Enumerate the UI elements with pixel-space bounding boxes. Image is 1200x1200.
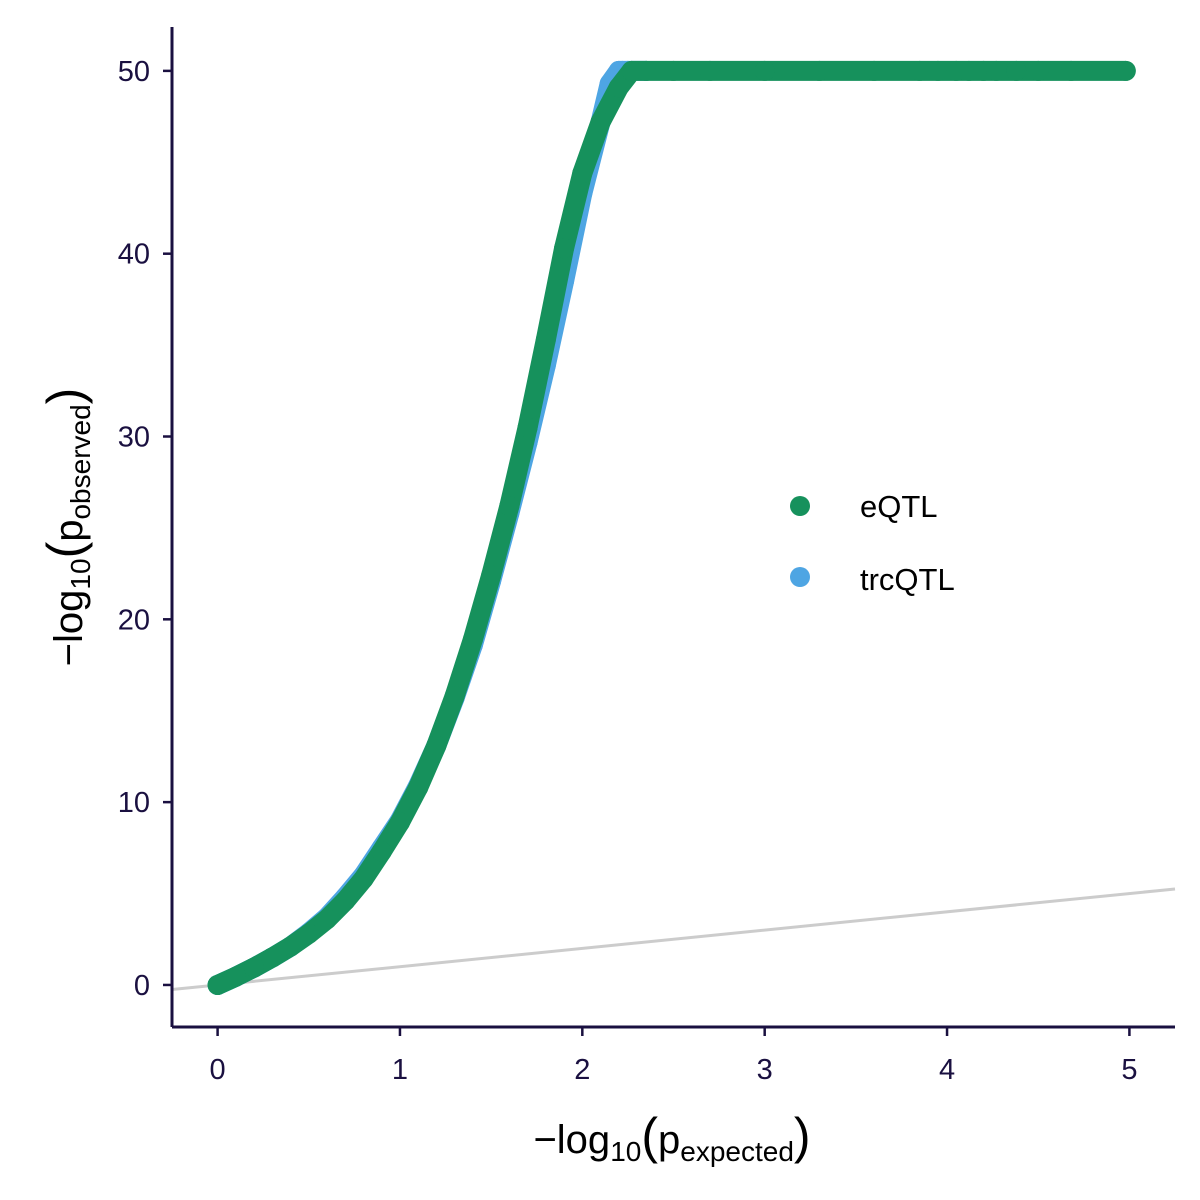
x-ticks: 0 1 2 3 4 5 xyxy=(210,1027,1137,1086)
series-eqtl xyxy=(207,60,1136,995)
series-eqtl-point xyxy=(1006,60,1027,81)
x-tick-label: 1 xyxy=(392,1054,408,1086)
series-eqtl-point xyxy=(864,60,885,81)
series-eqtl-point xyxy=(280,936,301,957)
legend-swatch-eqtl xyxy=(790,496,810,516)
x-tick-label: 4 xyxy=(939,1054,955,1086)
series-eqtl-point xyxy=(389,812,410,833)
series-eqtl-point xyxy=(499,495,520,516)
y-tick-label: 0 xyxy=(134,970,150,1002)
series-eqtl-point xyxy=(317,909,338,930)
series-layer xyxy=(207,60,1136,995)
series-eqtl-point xyxy=(207,974,228,995)
series-eqtl-point xyxy=(535,329,556,350)
series-eqtl-point xyxy=(909,60,930,81)
y-axis-title: −log10(pobserved) xyxy=(37,388,96,667)
y-tick-label: 20 xyxy=(118,604,150,636)
x-tick-label: 3 xyxy=(757,1054,773,1086)
series-eqtl-point xyxy=(408,777,429,798)
series-eqtl-point xyxy=(986,60,1007,81)
series-eqtl-point xyxy=(353,868,374,889)
reference-line xyxy=(171,887,1176,992)
series-eqtl-point xyxy=(335,890,356,911)
series-eqtl-band xyxy=(207,60,1136,995)
x-axis-title: −log10(pexpected) xyxy=(533,1108,810,1167)
x-tick-label: 0 xyxy=(210,1054,226,1086)
series-eqtl-point xyxy=(444,686,465,707)
series-eqtl-point xyxy=(1061,60,1082,81)
series-trcqtl xyxy=(207,60,657,995)
x-tick-label: 5 xyxy=(1121,1054,1137,1086)
series-eqtl-point xyxy=(298,923,319,944)
series-eqtl-point xyxy=(1115,60,1136,81)
series-eqtl-point xyxy=(621,60,642,81)
reference-line-layer xyxy=(171,887,1176,992)
axes-layer xyxy=(170,27,1175,1029)
series-eqtl-point xyxy=(754,60,775,81)
series-eqtl-point xyxy=(636,60,657,81)
legend-label-trcqtl: trcQTL xyxy=(860,562,955,597)
y-ticks: 0 10 20 30 40 50 xyxy=(118,56,172,1002)
series-eqtl-point xyxy=(426,735,447,756)
series-eqtl-point xyxy=(262,947,283,968)
series-eqtl-point xyxy=(572,163,593,184)
series-eqtl-point xyxy=(590,112,611,133)
legend: eQTL trcQTL xyxy=(790,489,955,597)
legend-label-eqtl: eQTL xyxy=(860,489,938,524)
series-eqtl-point xyxy=(809,60,830,81)
series-eqtl-point xyxy=(608,77,629,98)
series-eqtl-point xyxy=(244,957,265,978)
y-tick-label: 40 xyxy=(118,239,150,271)
series-eqtl-point xyxy=(371,841,392,862)
series-eqtl-point xyxy=(462,629,483,650)
series-eqtl-point xyxy=(958,60,979,81)
series-eqtl-point xyxy=(663,60,684,81)
series-eqtl-point xyxy=(517,417,538,438)
series-eqtl-point xyxy=(481,565,502,586)
series-eqtl-point xyxy=(927,60,948,81)
series-eqtl-point xyxy=(225,966,246,987)
series-eqtl-point xyxy=(554,238,575,259)
series-eqtl-point xyxy=(699,60,720,81)
y-tick-label: 50 xyxy=(118,56,150,88)
x-tick-label: 2 xyxy=(574,1054,590,1086)
series-eqtl-point xyxy=(1028,60,1049,81)
legend-swatch-trcqtl xyxy=(790,567,810,587)
y-tick-label: 10 xyxy=(118,787,150,819)
y-tick-label: 30 xyxy=(118,422,150,454)
